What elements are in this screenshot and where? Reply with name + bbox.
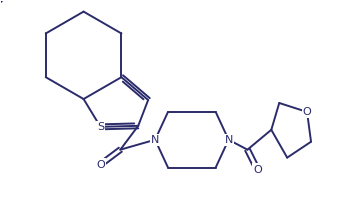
Text: O: O (96, 160, 105, 170)
Text: O: O (303, 107, 311, 117)
Text: S: S (97, 122, 104, 132)
Text: O: O (253, 165, 262, 175)
Text: N: N (151, 135, 159, 145)
Text: N: N (224, 135, 233, 145)
